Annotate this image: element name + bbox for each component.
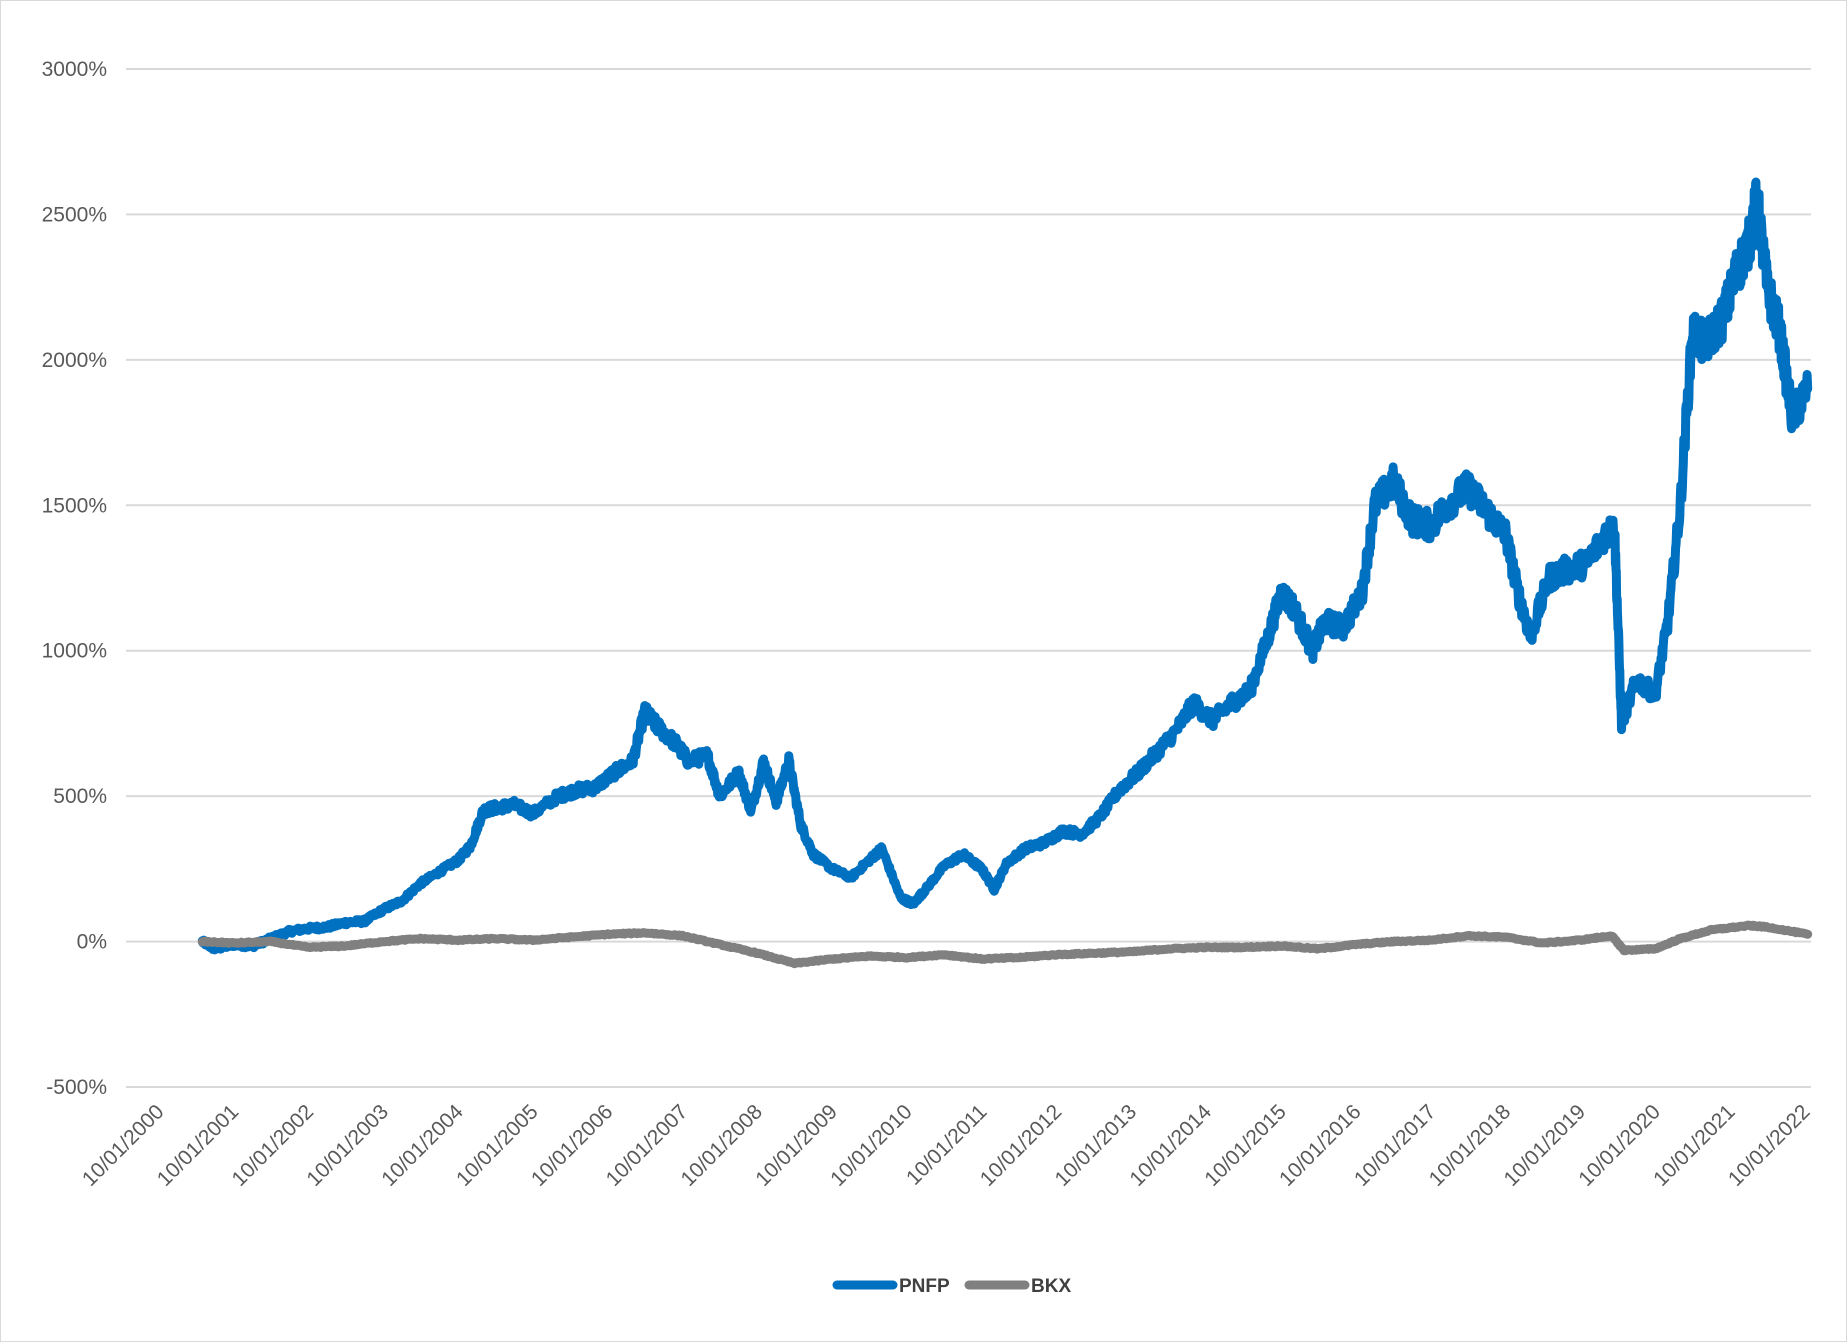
y-axis-tick-labels: 3000% 2500% 2000% 1500% 1000% 500% 0% -500% [42,58,107,1099]
x-axis-tick-labels: 10/01/200010/01/200110/01/200210/01/2003… [78,1100,1815,1191]
legend-label-pnfp: PNFP [899,1276,950,1297]
y-tick-label: 500% [53,785,107,808]
legend: PNFP BKX [832,1276,1071,1297]
y-tick-label: 1000% [42,640,107,663]
series-line-bkx [197,920,1813,969]
y-tick-label: 0% [77,931,107,954]
series-lines [197,177,1813,969]
y-tick-label: -500% [46,1076,107,1099]
x-tick-label: 10/01/2022 [1724,1100,1815,1191]
series-line-pnfp [197,177,1813,955]
y-tick-label: 2000% [42,349,107,372]
y-tick-label: 2500% [42,203,107,226]
legend-label-bkx: BKX [1031,1276,1071,1297]
y-tick-label: 3000% [42,58,107,81]
x-tick-label: 10/01/2010 [826,1100,917,1191]
y-tick-label: 1500% [42,494,107,517]
